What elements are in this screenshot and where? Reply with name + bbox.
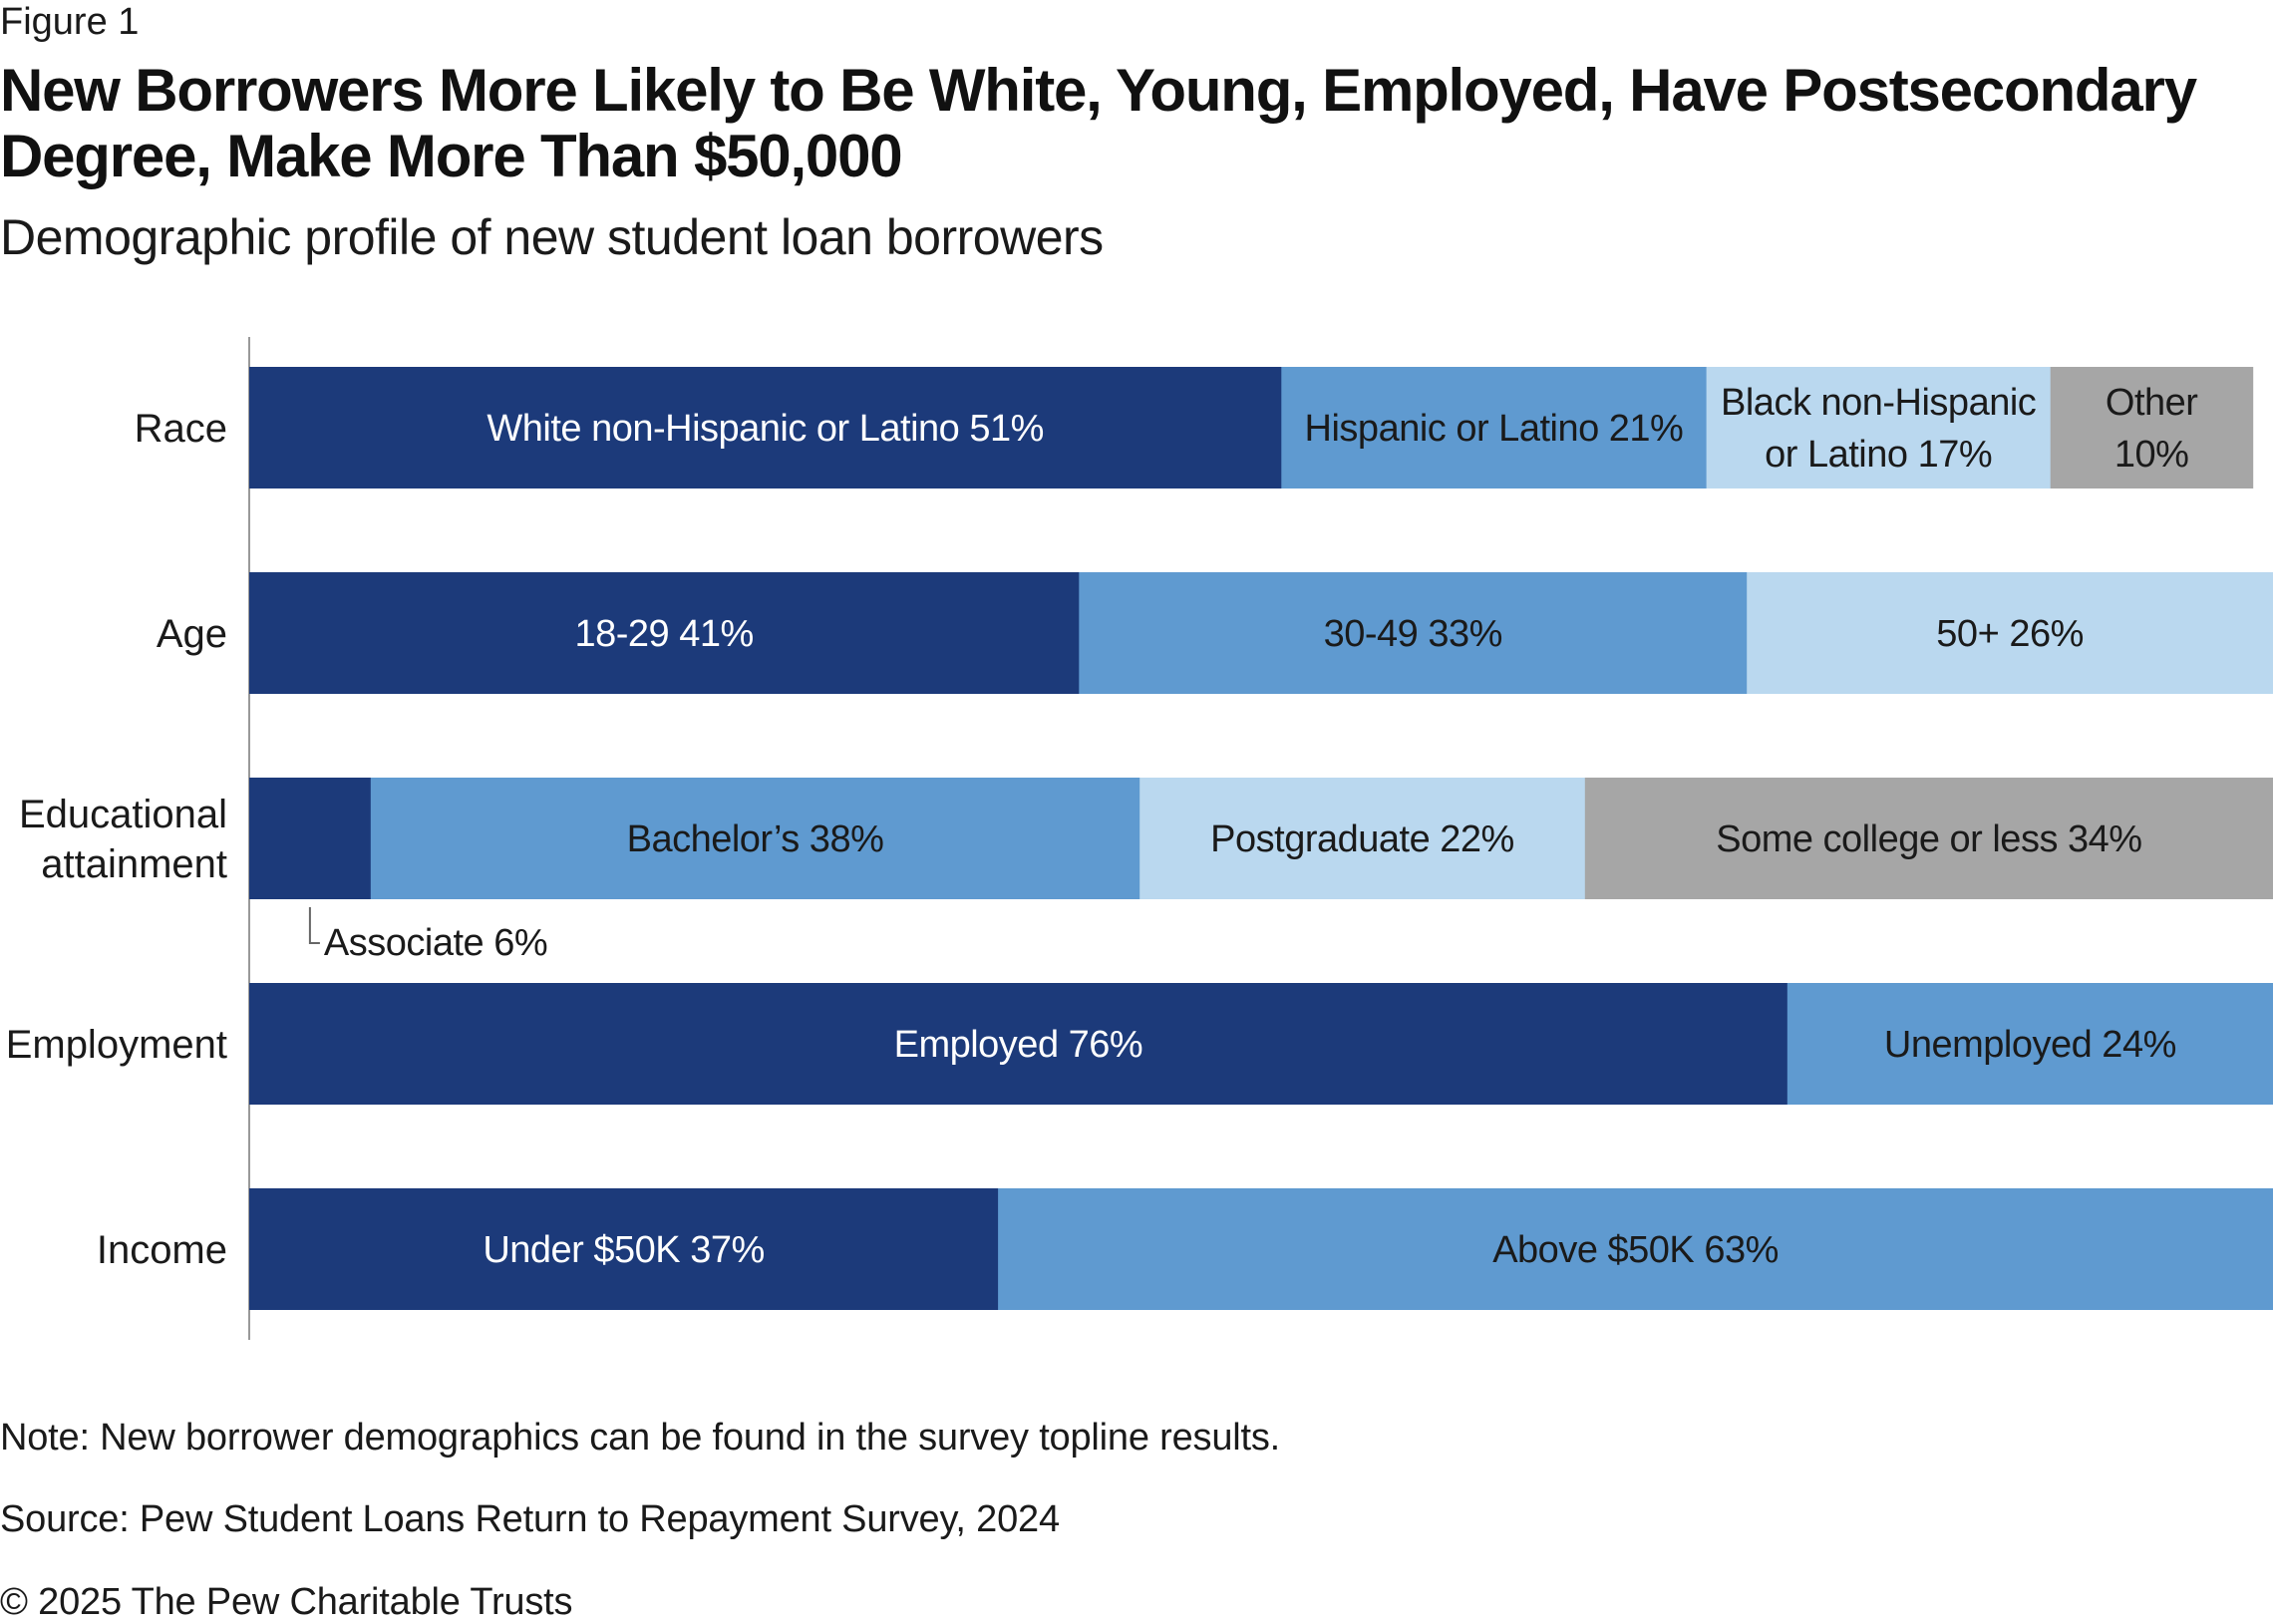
data-label-educational-attainment-some: Some college or less 34% [1716, 818, 2141, 860]
data-label-race-white: White non-Hispanic or Latino 51% [487, 408, 1044, 450]
data-label-income-under: Under $50K 37% [483, 1229, 764, 1271]
chart-source: Source: Pew Student Loans Return to Repa… [0, 1498, 1060, 1540]
bar-segment-income-above [998, 1188, 2273, 1310]
bar-segment-race-black [1706, 367, 2052, 488]
chart-title: New Borrowers More Likely to Be White, Y… [0, 57, 2197, 189]
data-label-race-black: Black non-Hispanic or Latino 17% [1721, 382, 2036, 476]
bar-segment-income-under [249, 1188, 999, 1310]
bar-segment-educational-attainment-postgraduate [1139, 778, 1586, 899]
data-label-educational-attainment-bachelor-s: Bachelor’s 38% [627, 818, 884, 860]
category-label-age: Age [157, 612, 227, 656]
category-label-income: Income [97, 1228, 227, 1272]
bar-segment-age-18-29 [249, 572, 1080, 694]
chart-note: Note: New borrower demographics can be f… [0, 1417, 1281, 1459]
data-label-age-18-29: 18-29 41% [574, 613, 753, 655]
data-label-educational-attainment-postgraduate: Postgraduate 22% [1210, 818, 1514, 860]
bar-segment-race-hispanic [1281, 367, 1708, 488]
bar-segment-employment-employed [249, 983, 1788, 1105]
category-label-employment: Employment [6, 1023, 227, 1067]
copyright: © 2025 The Pew Charitable Trusts [0, 1581, 573, 1623]
chart-subtitle: Demographic profile of new student loan … [0, 209, 1104, 265]
data-label-educational-attainment-associate: Associate 6% [324, 922, 547, 964]
bar-segment-age-30-49 [1079, 572, 1748, 694]
bar-segment-race-other-10 [2050, 367, 2254, 488]
stacked-bar-chart: Race White non-Hispanic or Latino 51% Hisp… [6, 337, 2273, 1340]
bar-segment-educational-attainment-bachelor-s [370, 778, 1140, 899]
category-label-educational-attainment: Educational attainment [19, 793, 227, 886]
bar-segment-employment-unemployed [1786, 983, 2273, 1105]
bar-segment-age-50 [1747, 572, 2273, 694]
data-label-age-50: 50+ 26% [1936, 613, 2084, 655]
bar-segment-educational-attainment-associate [249, 778, 372, 899]
data-label-race-hispanic: Hispanic or Latino 21% [1305, 408, 1684, 450]
category-label-race: Race [135, 407, 227, 451]
data-label-employment-employed: Employed 76% [894, 1024, 1143, 1066]
data-label-race-other-10: Other 10% [2106, 382, 2198, 476]
data-label-income-above: Above $50K 63% [1492, 1229, 1779, 1271]
data-label-age-30-49: 30-49 33% [1324, 613, 1502, 655]
callout-leader-line [308, 907, 320, 944]
bar-segment-race-white [249, 367, 1282, 488]
data-label-employment-unemployed: Unemployed 24% [1884, 1024, 2176, 1066]
figure-label: Figure 1 [0, 1, 140, 43]
bar-segment-educational-attainment-some [1584, 778, 2273, 899]
